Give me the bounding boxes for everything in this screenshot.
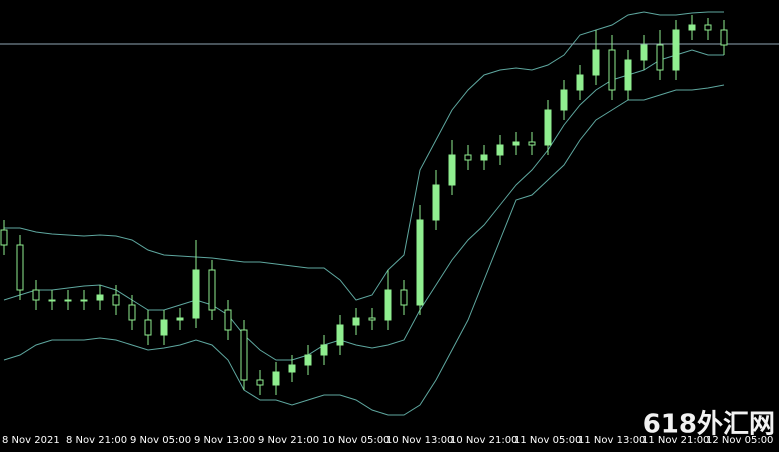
candle-body xyxy=(304,354,312,366)
candle-body xyxy=(352,317,360,326)
candle-body xyxy=(384,289,392,321)
candle-body xyxy=(144,319,152,336)
candle-body xyxy=(496,144,504,156)
x-tick-label: 9 Nov 21:00 xyxy=(258,435,319,446)
candle-body xyxy=(128,304,136,321)
candle-body xyxy=(688,24,696,31)
candle-body xyxy=(624,59,632,91)
x-tick-label: 11 Nov 13:00 xyxy=(578,435,645,446)
candle-body xyxy=(320,344,328,356)
candle-body xyxy=(560,89,568,111)
candle-body xyxy=(112,294,120,306)
candle-body xyxy=(656,44,664,71)
candle-body xyxy=(640,44,648,61)
watermark: 618外汇网 xyxy=(643,410,775,440)
candle-body xyxy=(32,289,40,301)
candle-body xyxy=(240,329,248,381)
candle-body xyxy=(96,294,104,301)
x-tick-label: 10 Nov 13:00 xyxy=(386,435,453,446)
candle-body xyxy=(512,141,520,146)
candle-body xyxy=(464,154,472,161)
candle-body xyxy=(336,324,344,346)
bollinger-upper xyxy=(4,11,724,301)
candle-body xyxy=(288,364,296,373)
candle-body xyxy=(80,299,88,302)
candle-body xyxy=(720,29,728,46)
candle-body xyxy=(16,244,24,291)
candle-body xyxy=(480,154,488,161)
candle-body xyxy=(224,309,232,331)
candle-body xyxy=(0,229,8,246)
candle-body xyxy=(48,299,56,302)
candle-body xyxy=(528,141,536,146)
bollinger-lower xyxy=(3,84,725,416)
candle-body xyxy=(704,24,712,31)
candle-body xyxy=(192,269,200,319)
x-tick-label: 11 Nov 05:00 xyxy=(514,435,581,446)
candle-body xyxy=(176,317,184,321)
candle-body xyxy=(544,109,552,146)
candle-body xyxy=(592,49,600,76)
x-tick-label: 8 Nov 2021 xyxy=(2,435,60,446)
candle-body xyxy=(448,154,456,186)
candle-body xyxy=(608,49,616,91)
x-tick-label: 12 Nov 05:00 xyxy=(706,435,773,446)
candle-body xyxy=(64,299,72,302)
candle-body xyxy=(208,269,216,311)
x-tick-label: 8 Nov 21:00 xyxy=(66,435,127,446)
candle-body xyxy=(272,371,280,386)
candle-body xyxy=(416,219,424,306)
x-tick-label: 10 Nov 21:00 xyxy=(450,435,517,446)
bollinger-middle xyxy=(3,49,724,361)
candle-body xyxy=(160,319,168,336)
candle-body xyxy=(576,74,584,91)
candle-body xyxy=(400,289,408,306)
x-tick-label: 11 Nov 21:00 xyxy=(642,435,709,446)
candle-body xyxy=(256,379,264,386)
candle-body xyxy=(368,317,376,321)
candle-body xyxy=(432,184,440,221)
x-tick-label: 9 Nov 05:00 xyxy=(130,435,191,446)
x-tick-label: 9 Nov 13:00 xyxy=(194,435,255,446)
x-tick-label: 10 Nov 05:00 xyxy=(322,435,389,446)
candle-body xyxy=(672,29,680,71)
